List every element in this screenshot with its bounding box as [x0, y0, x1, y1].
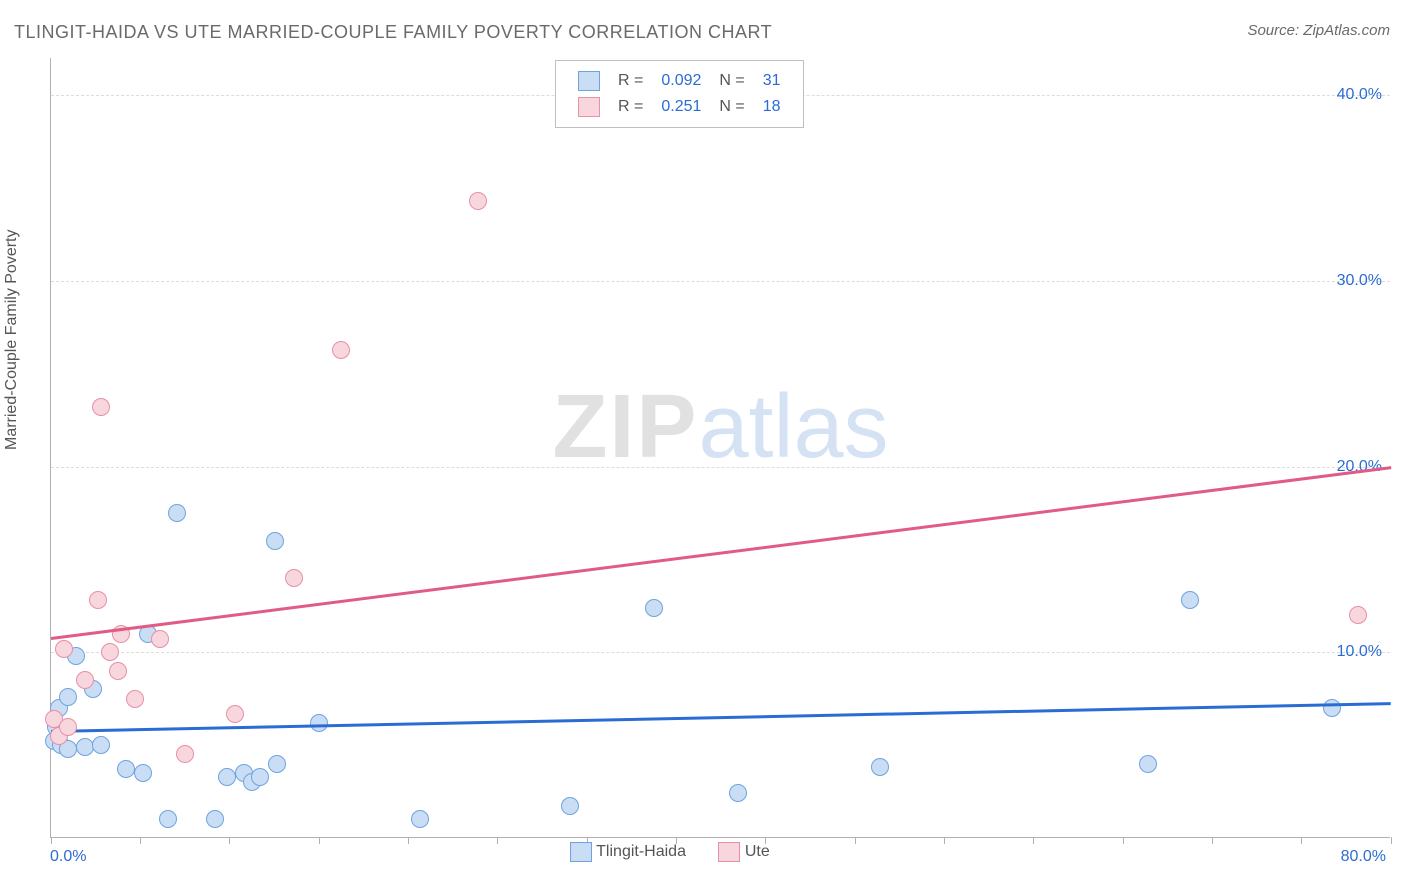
x-axis-min-label: 0.0%	[50, 848, 86, 866]
series-legend: Tlingit-Haida Ute	[570, 842, 798, 862]
data-point	[126, 690, 144, 708]
n-label-b: N =	[711, 95, 752, 119]
legend-label-a: Tlingit-Haida	[596, 843, 686, 860]
data-point	[59, 718, 77, 736]
data-point	[59, 688, 77, 706]
x-tick	[497, 837, 498, 844]
x-axis-max-label: 80.0%	[1341, 848, 1386, 866]
data-point	[76, 738, 94, 756]
gridline	[51, 467, 1390, 468]
watermark-atlas: atlas	[698, 376, 888, 476]
gridline	[51, 652, 1390, 653]
x-tick	[140, 837, 141, 844]
data-point	[1181, 591, 1199, 609]
y-axis-label: Married-Couple Family Poverty	[3, 229, 21, 450]
x-tick	[51, 837, 52, 844]
correlation-table: R = 0.092 N = 31 R = 0.251 N = 18	[568, 67, 791, 121]
swatch-tlingit-haida	[578, 71, 600, 91]
data-point	[109, 662, 127, 680]
data-point	[268, 755, 286, 773]
data-point	[117, 760, 135, 778]
data-point	[101, 643, 119, 661]
chart-title: TLINGIT-HAIDA VS UTE MARRIED-COUPLE FAMI…	[14, 22, 772, 43]
x-tick	[1033, 837, 1034, 844]
data-point	[134, 764, 152, 782]
trend-line	[51, 702, 1391, 732]
r-value-a: 0.092	[653, 69, 709, 93]
data-point	[76, 671, 94, 689]
r-value-b: 0.251	[653, 95, 709, 119]
chart-container: TLINGIT-HAIDA VS UTE MARRIED-COUPLE FAMI…	[0, 0, 1406, 892]
x-tick	[1212, 837, 1213, 844]
data-point	[469, 192, 487, 210]
x-tick	[408, 837, 409, 844]
data-point	[159, 810, 177, 828]
x-tick	[1123, 837, 1124, 844]
data-point	[251, 768, 269, 786]
data-point	[218, 768, 236, 786]
data-point	[206, 810, 224, 828]
plot-area: ZIPatlas 10.0%20.0%30.0%40.0%	[50, 58, 1390, 838]
n-value-b: 18	[755, 95, 789, 119]
data-point	[561, 797, 579, 815]
data-point	[729, 784, 747, 802]
watermark-zip: ZIP	[552, 376, 698, 476]
r-label-a: R =	[610, 69, 651, 93]
data-point	[285, 569, 303, 587]
legend-row-b: R = 0.251 N = 18	[570, 95, 789, 119]
data-point	[89, 591, 107, 609]
y-tick-label: 10.0%	[1337, 643, 1382, 661]
n-value-a: 31	[755, 69, 789, 93]
gridline	[51, 281, 1390, 282]
data-point	[871, 758, 889, 776]
watermark: ZIPatlas	[552, 375, 888, 478]
data-point	[1323, 699, 1341, 717]
data-point	[151, 630, 169, 648]
swatch-ute	[578, 97, 600, 117]
n-label-a: N =	[711, 69, 752, 93]
x-tick	[855, 837, 856, 844]
data-point	[411, 810, 429, 828]
source-credit: Source: ZipAtlas.com	[1247, 22, 1390, 39]
swatch-tlingit-haida-bottom	[570, 842, 592, 862]
data-point	[168, 504, 186, 522]
x-tick	[1301, 837, 1302, 844]
data-point	[92, 398, 110, 416]
x-tick	[229, 837, 230, 844]
data-point	[176, 745, 194, 763]
x-tick	[319, 837, 320, 844]
swatch-ute-bottom	[718, 842, 740, 862]
x-tick	[1391, 837, 1392, 844]
data-point	[1139, 755, 1157, 773]
data-point	[645, 599, 663, 617]
data-point	[226, 705, 244, 723]
data-point	[332, 341, 350, 359]
legend-row-a: R = 0.092 N = 31	[570, 69, 789, 93]
x-tick	[944, 837, 945, 844]
y-tick-label: 30.0%	[1337, 272, 1382, 290]
legend-item-b: Ute	[718, 843, 769, 860]
legend-label-b: Ute	[745, 843, 770, 860]
trend-line	[51, 467, 1391, 640]
legend-item-a: Tlingit-Haida	[570, 843, 690, 860]
data-point	[310, 714, 328, 732]
data-point	[92, 736, 110, 754]
data-point	[1349, 606, 1367, 624]
correlation-legend: R = 0.092 N = 31 R = 0.251 N = 18	[555, 60, 804, 128]
y-tick-label: 40.0%	[1337, 86, 1382, 104]
data-point	[55, 640, 73, 658]
r-label-b: R =	[610, 95, 651, 119]
data-point	[266, 532, 284, 550]
